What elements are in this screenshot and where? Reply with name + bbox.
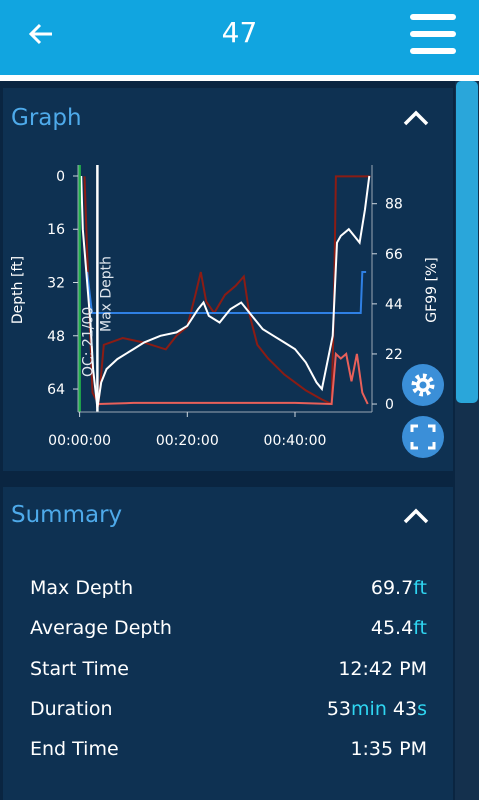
row-label: Max Depth bbox=[30, 577, 134, 599]
x-tick-label: 00:40:00 bbox=[264, 433, 327, 449]
plot-area bbox=[78, 165, 372, 412]
summary-row: Average Depth 45.4ft bbox=[30, 613, 427, 643]
row-label: Duration bbox=[30, 697, 113, 720]
marker-label: Max Depth bbox=[98, 256, 114, 332]
y2-axis-label: GF99 [%] bbox=[424, 257, 440, 322]
value: 69.7 bbox=[370, 577, 414, 599]
summary-row: End Time 1:35 PM bbox=[30, 734, 427, 764]
y2-tick-label: 0 bbox=[385, 397, 394, 413]
y2-tick-label: 66 bbox=[385, 247, 403, 263]
summary-row: Start Time 12:42 PM bbox=[30, 654, 427, 684]
fullscreen-button[interactable] bbox=[402, 416, 444, 458]
row-value: 53min 43s bbox=[327, 694, 427, 724]
marker-label: OC: 21/00 bbox=[81, 307, 97, 377]
divider bbox=[0, 75, 479, 81]
menu-button[interactable] bbox=[410, 14, 456, 56]
series-line bbox=[98, 351, 369, 406]
value: 43 bbox=[386, 697, 418, 720]
value: 1:35 PM bbox=[350, 738, 427, 761]
series-line bbox=[86, 271, 367, 314]
unit: ft bbox=[413, 577, 427, 599]
scrollbar bbox=[455, 81, 479, 800]
row-label: Average Depth bbox=[30, 617, 172, 640]
back-button[interactable] bbox=[28, 22, 54, 46]
y2-tick-label: 22 bbox=[385, 347, 403, 363]
y-tick-label: 16 bbox=[47, 222, 65, 238]
row-value: 69.7ft bbox=[371, 573, 427, 603]
scroll-thumb[interactable] bbox=[456, 81, 478, 403]
row-value: 12:42 PM bbox=[338, 654, 427, 684]
unit: s bbox=[417, 697, 427, 720]
y2-tick-label: 88 bbox=[385, 197, 403, 213]
y2-tick-label: 44 bbox=[385, 297, 403, 313]
row-value: 45.4ft bbox=[371, 613, 427, 643]
section-title: Summary bbox=[11, 502, 123, 528]
summary-panel: Summary bbox=[3, 487, 453, 800]
series-line bbox=[83, 175, 371, 408]
value: 53 bbox=[326, 697, 352, 720]
collapse-button[interactable] bbox=[403, 110, 429, 126]
row-label: End Time bbox=[30, 738, 119, 761]
value: 45.4 bbox=[370, 617, 414, 640]
row-value: 1:35 PM bbox=[350, 734, 427, 764]
x-tick-label: 00:00:00 bbox=[48, 433, 111, 449]
unit: ft bbox=[413, 617, 427, 640]
summary-row: Max Depth 69.7ft bbox=[30, 573, 427, 603]
y-tick-label: 0 bbox=[56, 169, 65, 185]
app-bar: 47 bbox=[0, 0, 479, 75]
y-axis-label: Depth [ft] bbox=[10, 256, 26, 324]
app-title: 47 bbox=[221, 16, 258, 49]
y-tick-label: 32 bbox=[47, 276, 65, 292]
y-tick-label: 48 bbox=[47, 329, 65, 345]
value: 12:42 PM bbox=[338, 657, 427, 680]
settings-button[interactable] bbox=[402, 364, 444, 406]
collapse-button[interactable] bbox=[403, 508, 429, 524]
summary-row: Duration 53min 43s bbox=[30, 694, 427, 724]
row-label: Start Time bbox=[30, 657, 129, 680]
y-tick-label: 64 bbox=[47, 382, 65, 398]
unit: min bbox=[351, 697, 387, 720]
x-tick-label: 00:20:00 bbox=[156, 433, 219, 449]
section-title: Graph bbox=[11, 105, 82, 131]
chart-tools bbox=[402, 364, 444, 458]
